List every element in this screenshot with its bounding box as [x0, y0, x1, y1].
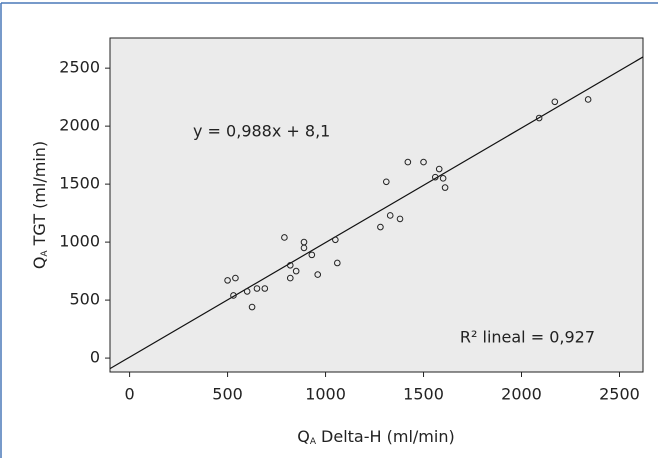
data-point [382, 178, 390, 186]
y-label-subscript: A [40, 250, 50, 257]
data-point [551, 98, 559, 106]
x-tick-label: 1000 [305, 385, 346, 404]
y-tick-label: 1000 [59, 232, 100, 251]
y-axis-label: QA TGT (ml/min) [30, 141, 50, 269]
data-point [281, 234, 288, 241]
r-squared: R² lineal = 0,927 [460, 328, 595, 347]
x-tick-label: 1500 [403, 385, 444, 404]
data-point [420, 158, 427, 166]
y-tick-label: 2000 [59, 116, 100, 135]
y-tick-label: 500 [69, 290, 100, 309]
data-point [396, 215, 404, 223]
data-point [584, 96, 592, 103]
data-point [386, 212, 394, 219]
data-point [334, 259, 341, 267]
data-point [332, 236, 339, 244]
data-point [404, 158, 412, 166]
data-point [314, 271, 322, 278]
y-tick-label: 0 [90, 348, 100, 367]
y-tick-label: 1500 [59, 174, 100, 193]
x-tick-label: 2000 [501, 385, 542, 404]
data-point [431, 173, 439, 181]
data-point [243, 288, 251, 295]
data-point [224, 277, 231, 284]
y-tick-label: 2500 [59, 58, 100, 77]
x-label-symbol: Q [297, 427, 310, 446]
data-point [439, 175, 447, 182]
data-point [286, 274, 294, 282]
y-label-text: TGT (ml/min) [30, 141, 49, 247]
y-label-symbol: Q [30, 257, 49, 270]
data-point [308, 251, 316, 259]
data-point [261, 285, 269, 292]
data-point [286, 262, 294, 269]
data-point [232, 274, 239, 282]
data-point [435, 165, 443, 173]
data-point [441, 184, 449, 191]
data-point [377, 223, 384, 231]
data-point [535, 114, 543, 122]
data-point [230, 292, 237, 299]
x-label-text: Delta-H (ml/min) [321, 427, 455, 446]
data-point [292, 267, 300, 275]
x-axis-label: QA Delta-H (ml/min) [297, 427, 454, 447]
data-point [253, 285, 261, 292]
data-point [300, 244, 308, 252]
data-point [248, 303, 256, 311]
x-tick-label: 500 [212, 385, 243, 404]
fit-line [109, 56, 644, 370]
x-label-subscript: A [310, 437, 317, 447]
x-tick-label: 0 [125, 385, 135, 404]
x-tick-label: 2500 [599, 385, 640, 404]
fit-equation: y = 0,988x + 8,1 [193, 122, 330, 141]
